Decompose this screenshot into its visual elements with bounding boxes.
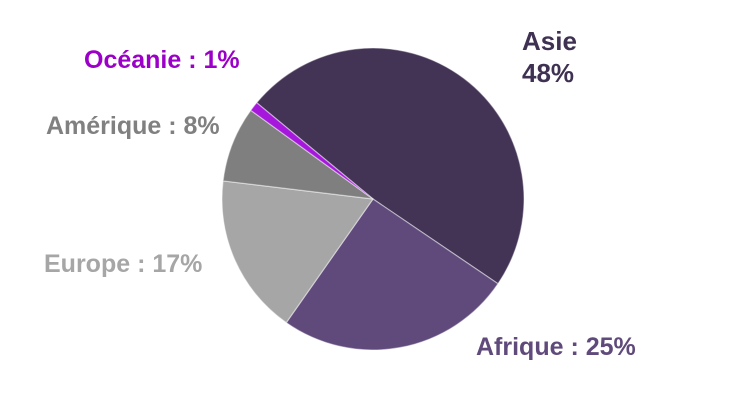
pie-slice-amerique xyxy=(222,109,374,200)
label-amerique: Amérique : 8% xyxy=(46,112,220,140)
label-europe: Europe : 17% xyxy=(44,250,203,278)
pie-slice-oceanie xyxy=(250,102,374,200)
label-asie-name: Asie xyxy=(522,26,577,56)
pie-slice-europe xyxy=(221,180,374,324)
label-asie-value: 48% xyxy=(522,58,575,88)
label-afrique: Afrique : 25% xyxy=(476,333,636,361)
label-asie: Asie 48% xyxy=(522,25,577,89)
pie-slice-asie xyxy=(256,47,525,285)
label-oceanie: Océanie : 1% xyxy=(84,46,240,74)
pie-slice-afrique xyxy=(285,198,499,351)
